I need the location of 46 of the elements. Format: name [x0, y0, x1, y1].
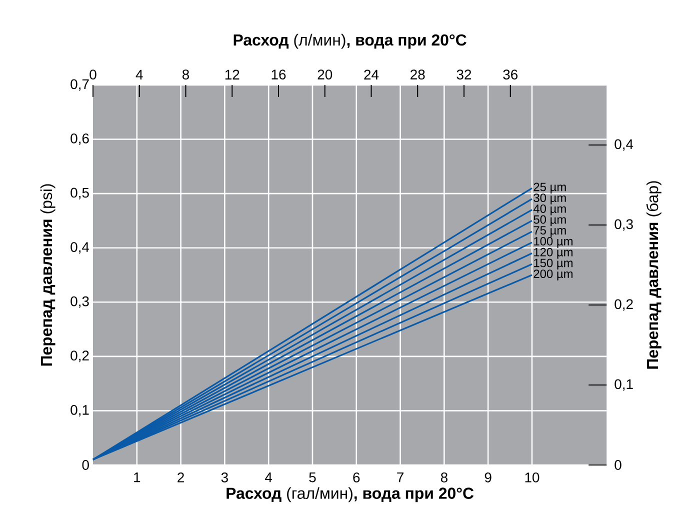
x2-tick-label: 0	[90, 70, 96, 80]
series-label: 40 µm	[533, 204, 566, 216]
x2-tick-label: 36	[503, 70, 518, 80]
y-tick-label: 0,2	[70, 350, 89, 362]
y-tick-label: 0,6	[70, 134, 89, 146]
y-axis-title: Перепад давления (psi)	[40, 184, 56, 366]
x-tick-label: 6	[353, 472, 360, 482]
x-tick-label: 8	[440, 472, 448, 482]
y2-tick-label: 0	[614, 460, 622, 470]
y-tick-label: 0,1	[70, 404, 89, 416]
y2-axis-title: Перепад давления (бар)	[646, 181, 662, 369]
series-label: 200 µm	[534, 270, 572, 280]
y-tick-label: 0,3	[70, 296, 89, 308]
x-axis-title: Расход (гал/мин), вода при 20°C	[226, 487, 474, 502]
x2-tick-label: 4	[136, 70, 143, 80]
y2-tick-label: 0,2	[614, 299, 633, 311]
y-tick-label: 0,5	[70, 188, 89, 200]
y2-tick-label: 0,4	[614, 139, 634, 151]
x2-tick-label: 20	[318, 70, 332, 80]
series-label: 75 µm	[534, 226, 566, 237]
x2-tick-label: 28	[410, 70, 425, 80]
x2-axis-title: Расход (л/мин), вода при 20°C	[234, 34, 466, 49]
x-tick-label: 5	[309, 472, 316, 482]
y2-tick-label: 0,3	[614, 219, 633, 231]
x-tick-label: 10	[525, 472, 540, 482]
y-tick-label: 0,7	[70, 79, 89, 91]
x-tick-label: 7	[397, 472, 404, 482]
x2-tick-label: 8	[182, 70, 190, 80]
series-label: 100 µm	[534, 237, 572, 248]
series-label: 150 µm	[534, 258, 572, 270]
x-tick-label: 9	[484, 472, 492, 482]
series-label: 50 µm	[534, 215, 566, 226]
x-tick-label: 1	[134, 472, 140, 482]
x2-tick-label: 24	[364, 70, 379, 80]
series-label: 120 µm	[534, 248, 572, 259]
y-tick-label: 0	[82, 460, 89, 470]
x-tick-label: 4	[265, 472, 272, 482]
x2-tick-label: 16	[272, 70, 286, 80]
x2-tick-label: 32	[456, 70, 472, 80]
series-label: 25 µm	[534, 182, 566, 194]
x2-tick-label: 12	[225, 70, 240, 80]
series-label: 30 µm	[534, 194, 566, 204]
x-tick-label: 2	[178, 472, 184, 482]
x-tick-label: 3	[221, 472, 228, 482]
y-tick-label: 0,4	[70, 242, 90, 254]
y2-tick-label: 0,1	[614, 379, 633, 391]
